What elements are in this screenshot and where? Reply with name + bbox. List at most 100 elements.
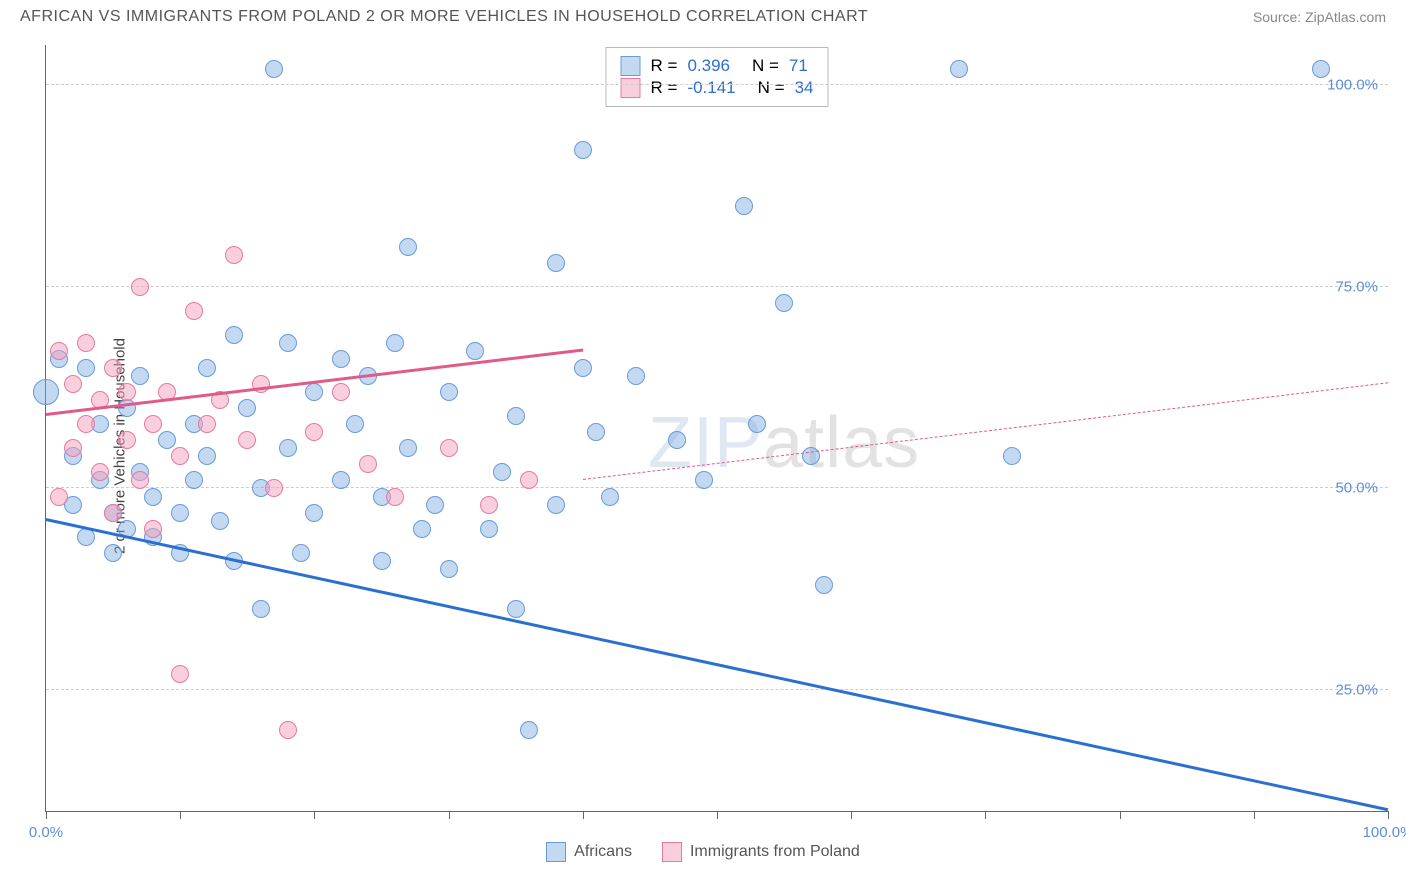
data-point bbox=[77, 359, 95, 377]
y-tick-label: 100.0% bbox=[1327, 77, 1378, 94]
legend-item-africans: Africans bbox=[546, 842, 632, 862]
series-legend: Africans Immigrants from Poland bbox=[0, 842, 1406, 862]
x-tick bbox=[1120, 811, 1121, 819]
x-tick bbox=[1388, 811, 1389, 819]
legend-label: Africans bbox=[574, 843, 632, 861]
data-point bbox=[64, 439, 82, 457]
data-point bbox=[198, 447, 216, 465]
data-point bbox=[292, 544, 310, 562]
data-point bbox=[131, 278, 149, 296]
data-point bbox=[520, 471, 538, 489]
data-point bbox=[104, 359, 122, 377]
data-point bbox=[440, 560, 458, 578]
data-point bbox=[507, 600, 525, 618]
data-point bbox=[332, 471, 350, 489]
data-point bbox=[171, 665, 189, 683]
data-point bbox=[104, 544, 122, 562]
data-point bbox=[265, 60, 283, 78]
data-point bbox=[64, 375, 82, 393]
data-point bbox=[547, 496, 565, 514]
r-value-africans: 0.396 bbox=[687, 56, 730, 76]
data-point bbox=[144, 415, 162, 433]
data-point bbox=[426, 496, 444, 514]
x-tick bbox=[851, 811, 852, 819]
x-tick bbox=[717, 811, 718, 819]
data-point bbox=[507, 407, 525, 425]
y-tick-label: 25.0% bbox=[1335, 682, 1378, 699]
data-point bbox=[346, 415, 364, 433]
x-tick-label-left: 0.0% bbox=[29, 824, 63, 841]
n-label: N = bbox=[758, 78, 785, 98]
data-point bbox=[520, 721, 538, 739]
x-tick bbox=[180, 811, 181, 819]
n-value-africans: 71 bbox=[789, 56, 808, 76]
r-label: R = bbox=[651, 78, 678, 98]
data-point bbox=[171, 447, 189, 465]
data-point bbox=[399, 439, 417, 457]
data-point bbox=[50, 342, 68, 360]
data-point bbox=[279, 721, 297, 739]
data-point bbox=[118, 431, 136, 449]
data-point bbox=[305, 423, 323, 441]
data-point bbox=[171, 504, 189, 522]
swatch-poland bbox=[621, 78, 641, 98]
data-point bbox=[279, 334, 297, 352]
data-point bbox=[77, 334, 95, 352]
r-label: R = bbox=[651, 56, 678, 76]
data-point bbox=[185, 302, 203, 320]
trend-line bbox=[46, 518, 1389, 811]
x-tick bbox=[1254, 811, 1255, 819]
data-point bbox=[413, 520, 431, 538]
data-point bbox=[748, 415, 766, 433]
data-point bbox=[225, 326, 243, 344]
n-label: N = bbox=[752, 56, 779, 76]
x-tick bbox=[985, 811, 986, 819]
grid-line bbox=[46, 487, 1388, 488]
data-point bbox=[198, 415, 216, 433]
data-point bbox=[1003, 447, 1021, 465]
data-point bbox=[50, 488, 68, 506]
data-point bbox=[574, 359, 592, 377]
grid-line bbox=[46, 286, 1388, 287]
x-tick bbox=[449, 811, 450, 819]
watermark-atlas: atlas bbox=[763, 403, 920, 483]
legend-row-africans: R = 0.396 N = 71 bbox=[621, 56, 814, 76]
data-point bbox=[587, 423, 605, 441]
data-point bbox=[466, 342, 484, 360]
data-point bbox=[77, 415, 95, 433]
data-point bbox=[305, 383, 323, 401]
data-point bbox=[440, 383, 458, 401]
chart-area: ZIPatlas R = 0.396 N = 71 R = -0.141 N =… bbox=[45, 45, 1388, 812]
data-point bbox=[950, 60, 968, 78]
data-point bbox=[735, 197, 753, 215]
data-point bbox=[359, 455, 377, 473]
y-tick-label: 50.0% bbox=[1335, 480, 1378, 497]
grid-line bbox=[46, 689, 1388, 690]
x-tick-label-right: 100.0% bbox=[1363, 824, 1406, 841]
data-point bbox=[238, 399, 256, 417]
data-point bbox=[574, 141, 592, 159]
trend-line bbox=[583, 383, 1388, 481]
data-point bbox=[695, 471, 713, 489]
data-point bbox=[440, 439, 458, 457]
data-point bbox=[91, 463, 109, 481]
data-point bbox=[332, 350, 350, 368]
data-point bbox=[104, 504, 122, 522]
data-point bbox=[279, 439, 297, 457]
r-value-poland: -0.141 bbox=[687, 78, 735, 98]
data-point bbox=[480, 520, 498, 538]
data-point bbox=[601, 488, 619, 506]
data-point bbox=[373, 552, 391, 570]
data-point bbox=[386, 488, 404, 506]
correlation-legend: R = 0.396 N = 71 R = -0.141 N = 34 bbox=[606, 47, 829, 107]
data-point bbox=[668, 431, 686, 449]
data-point bbox=[252, 600, 270, 618]
data-point bbox=[185, 471, 203, 489]
x-tick bbox=[583, 811, 584, 819]
data-point bbox=[775, 294, 793, 312]
x-tick bbox=[314, 811, 315, 819]
legend-label: Immigrants from Poland bbox=[690, 843, 860, 861]
data-point bbox=[815, 576, 833, 594]
data-point bbox=[225, 246, 243, 264]
data-point bbox=[238, 431, 256, 449]
